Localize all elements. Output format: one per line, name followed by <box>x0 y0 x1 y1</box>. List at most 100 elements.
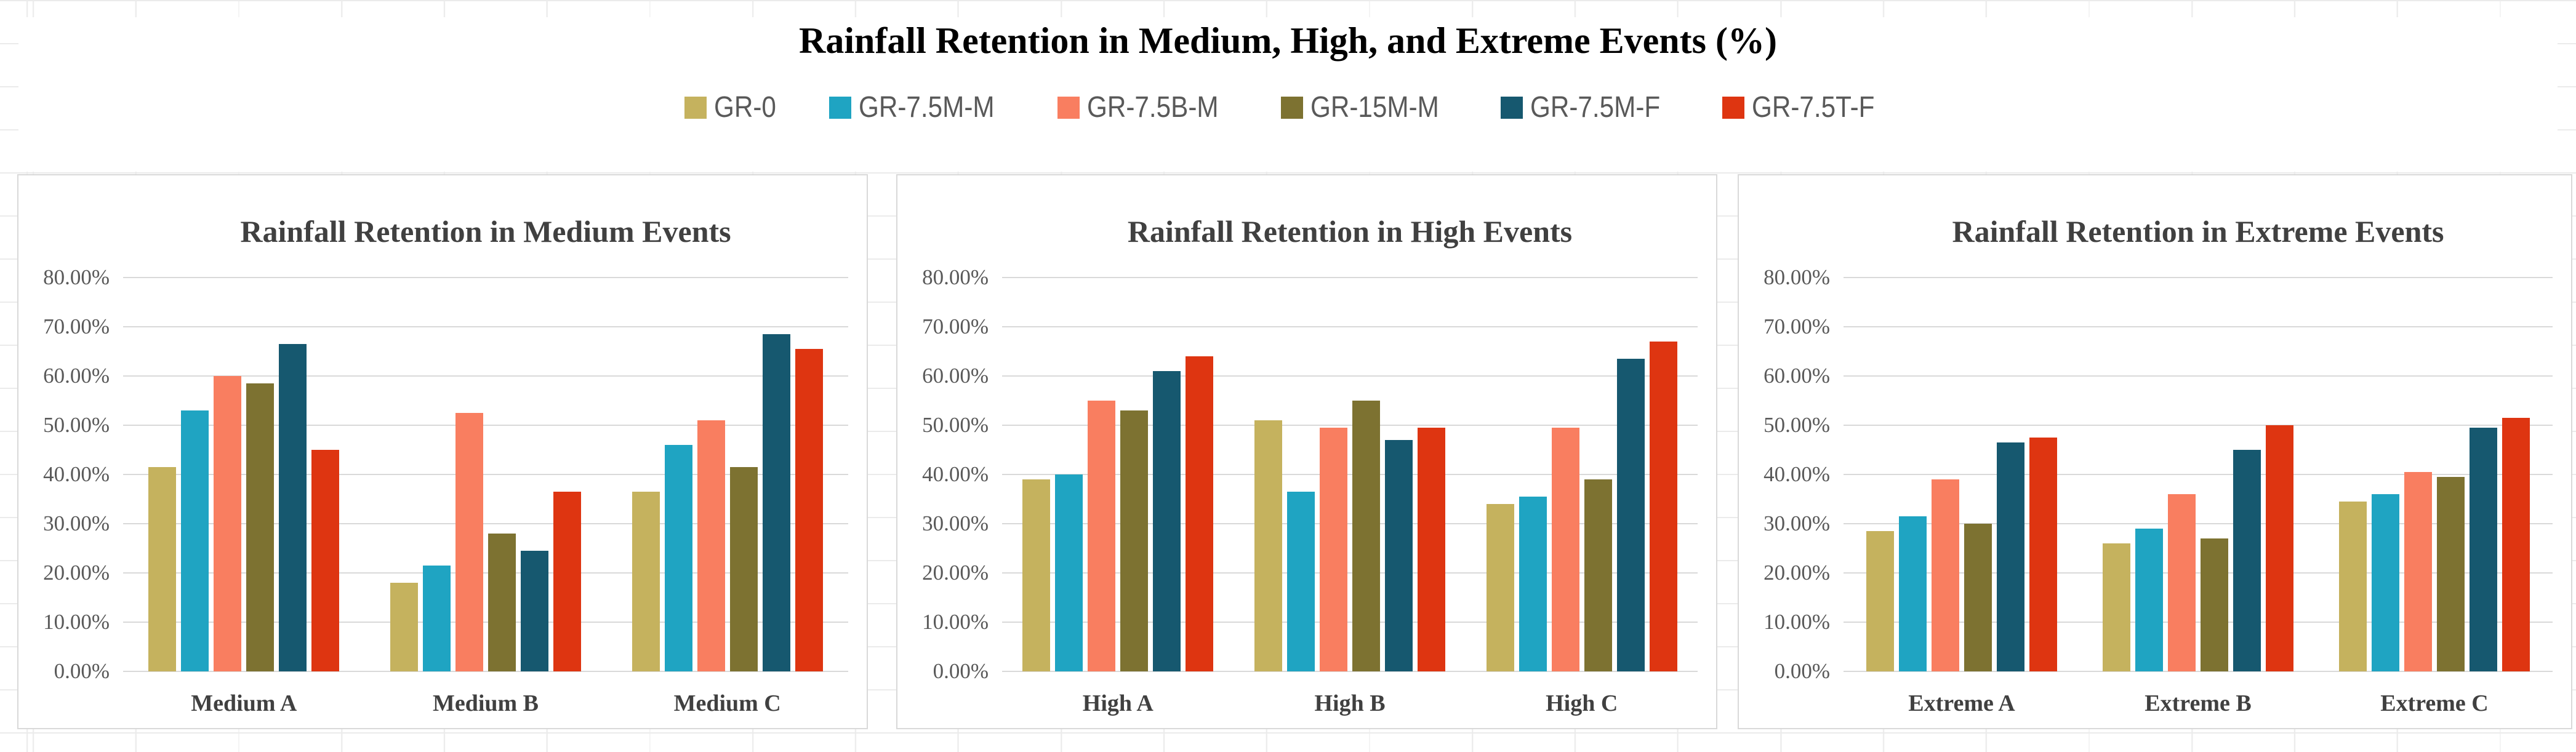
y-axis-tick-label: 40.00% <box>922 462 989 486</box>
bar-GR-7.5B-M-Extreme A[interactable] <box>1932 479 1959 671</box>
legend-item-GR-7.5M-M[interactable]: GR-7.5M-M <box>829 90 1013 124</box>
bar-GR-7.5B-M-Medium C[interactable] <box>697 420 725 671</box>
y-axis-tick-label: 50.00% <box>922 413 989 437</box>
bar-GR-7.5M-M-High A[interactable] <box>1055 474 1083 671</box>
legend-item-GR-7.5T-F[interactable]: GR-7.5T-F <box>1722 90 1892 124</box>
gridline <box>123 622 848 623</box>
bar-GR-15M-M-Medium C[interactable] <box>729 467 758 671</box>
legend-item-GR-15M-M[interactable]: GR-15M-M <box>1280 90 1456 124</box>
bar-GR-0-Medium A[interactable] <box>148 467 177 671</box>
bar-GR-15M-M-Extreme A[interactable] <box>1964 524 1992 671</box>
chart-panel-extreme-events[interactable]: Rainfall Retention in Extreme Events 0.00… <box>1738 174 2572 729</box>
plot-area <box>1844 277 2553 672</box>
bar-GR-7.5B-M-High A[interactable] <box>1088 401 1116 671</box>
y-axis-tick-label: 50.00% <box>43 413 110 437</box>
category-label: Medium B <box>432 690 539 716</box>
gridline <box>1844 425 2553 426</box>
bar-GR-7.5M-F-Medium B[interactable] <box>521 551 548 671</box>
gridline <box>1002 671 1698 672</box>
legend-item-GR-7.5M-F[interactable]: GR-7.5M-F <box>1500 90 1678 124</box>
panel-title: Rainfall Retention in Medium Events <box>240 214 731 249</box>
legend-item-GR-7.5B-M[interactable]: GR-7.5B-M <box>1057 90 1237 124</box>
bar-GR-7.5M-M-Medium A[interactable] <box>181 410 209 671</box>
bar-GR-7.5M-M-High B[interactable] <box>1287 492 1315 671</box>
bar-GR-7.5M-F-Medium A[interactable] <box>279 344 307 671</box>
bar-GR-7.5B-M-Extreme C[interactable] <box>2404 472 2432 671</box>
bar-GR-15M-M-High C[interactable] <box>1584 479 1612 671</box>
category-label: Extreme C <box>2380 690 2489 716</box>
bar-GR-7.5M-F-High B[interactable] <box>1385 440 1413 671</box>
legend-swatch-icon <box>1057 96 1080 119</box>
bar-GR-7.5B-M-Extreme B[interactable] <box>2168 494 2196 671</box>
bar-GR-7.5B-M-High B[interactable] <box>1320 428 1347 671</box>
y-axis: 0.00% 10.00% 20.00% 30.00% 40.00% 50.00% 60.00… <box>897 265 989 683</box>
bar-GR-7.5B-M-Medium B[interactable] <box>455 413 483 671</box>
chart-panel-high-events[interactable]: Rainfall Retention in High Events 0.00% 10… <box>896 174 1717 729</box>
bar-GR-7.5T-F-High A[interactable] <box>1186 356 1214 671</box>
bar-GR-7.5M-M-Medium C[interactable] <box>664 445 692 671</box>
bar-GR-0-Medium C[interactable] <box>632 492 660 671</box>
bar-GR-7.5M-F-High C[interactable] <box>1616 359 1645 671</box>
bar-GR-7.5T-F-Extreme C[interactable] <box>2502 418 2530 671</box>
y-axis-tick-label: 60.00% <box>922 364 989 388</box>
bar-GR-15M-M-High A[interactable] <box>1120 410 1149 671</box>
plot-area <box>123 277 848 672</box>
y-axis-tick-label: 30.00% <box>1763 511 1830 535</box>
bar-GR-7.5M-M-Extreme C[interactable] <box>2372 494 2399 671</box>
plot-area <box>1002 277 1698 672</box>
y-axis-tick-label: 60.00% <box>43 364 110 388</box>
bar-GR-7.5B-M-High C[interactable] <box>1551 428 1579 671</box>
figure-title-chart-object[interactable]: Rainfall Retention in Medium, High, and … <box>18 17 2558 172</box>
bar-GR-0-High C[interactable] <box>1486 504 1514 671</box>
bar-GR-7.5M-F-Medium C[interactable] <box>762 334 790 671</box>
bar-GR-15M-M-Extreme C[interactable] <box>2437 477 2465 671</box>
bar-GR-7.5T-F-High B[interactable] <box>1418 428 1445 671</box>
bar-GR-15M-M-Medium B[interactable] <box>488 534 516 671</box>
bar-GR-7.5T-F-High C[interactable] <box>1649 342 1677 671</box>
y-axis: 0.00% 10.00% 20.00% 30.00% 40.00% 50.00% 60.00… <box>1739 265 1830 683</box>
bar-GR-0-High B[interactable] <box>1254 420 1282 671</box>
category-label: Extreme A <box>1908 690 2015 716</box>
bar-group-Extreme B <box>2080 278 2316 671</box>
panel-title: Rainfall Retention in Extreme Events <box>1952 214 2444 249</box>
chart-panel-medium-events[interactable]: Rainfall Retention in Medium Events 0.00%… <box>17 174 868 729</box>
bar-GR-7.5M-F-Extreme B[interactable] <box>2233 450 2261 671</box>
bar-groups <box>1002 278 1698 671</box>
bar-GR-7.5M-M-High C[interactable] <box>1519 497 1547 671</box>
bar-GR-7.5M-F-Extreme C[interactable] <box>2470 428 2497 671</box>
bar-GR-7.5M-M-Extreme A[interactable] <box>1899 516 1927 671</box>
y-axis-tick-label: 10.00% <box>922 610 989 634</box>
category-label: Medium A <box>191 690 297 716</box>
bar-GR-0-Extreme B[interactable] <box>2103 543 2130 671</box>
bar-GR-15M-M-Medium A[interactable] <box>246 383 275 671</box>
bar-GR-7.5M-M-Medium B[interactable] <box>423 566 451 671</box>
y-axis: 0.00% 10.00% 20.00% 30.00% 40.00% 50.00% 60.00… <box>18 265 110 683</box>
legend-item-GR-0[interactable]: GR-0 <box>684 90 785 124</box>
gridline <box>1002 474 1698 475</box>
bar-GR-7.5T-F-Medium B[interactable] <box>553 492 581 671</box>
bar-GR-7.5T-F-Extreme B[interactable] <box>2266 425 2293 671</box>
bar-GR-0-Medium B[interactable] <box>390 583 418 671</box>
bar-groups <box>123 278 848 671</box>
bar-GR-7.5T-F-Medium A[interactable] <box>311 450 340 671</box>
bar-GR-15M-M-Extreme B[interactable] <box>2201 538 2228 671</box>
bar-GR-15M-M-High B[interactable] <box>1352 401 1380 671</box>
y-axis-tick-label: 20.00% <box>922 561 989 585</box>
bar-GR-0-Extreme C[interactable] <box>2339 502 2367 671</box>
bar-GR-0-Extreme A[interactable] <box>1866 531 1894 671</box>
bar-GR-7.5T-F-Medium C[interactable] <box>795 349 823 671</box>
legend-swatch-icon <box>829 96 852 119</box>
bar-GR-7.5B-M-Medium A[interactable] <box>214 376 242 671</box>
legend-label: GR-7.5M-F <box>1530 91 1661 124</box>
bar-GR-7.5T-F-Extreme A[interactable] <box>2029 438 2057 671</box>
bar-GR-0-High A[interactable] <box>1022 479 1051 671</box>
bar-GR-7.5M-F-High A[interactable] <box>1153 371 1181 671</box>
gridline <box>123 474 848 475</box>
bar-GR-7.5M-M-Extreme B[interactable] <box>2135 529 2163 671</box>
y-axis-tick-label: 80.00% <box>922 265 989 289</box>
gridline <box>1002 622 1698 623</box>
bar-GR-7.5M-F-Extreme A[interactable] <box>1997 442 2024 671</box>
gridline <box>123 277 848 278</box>
legend: GR-0 GR-7.5M-M GR-7.5B-M GR-15M-M GR-7.5M-F G… <box>18 90 2558 124</box>
y-axis-tick-label: 80.00% <box>1763 265 1830 289</box>
